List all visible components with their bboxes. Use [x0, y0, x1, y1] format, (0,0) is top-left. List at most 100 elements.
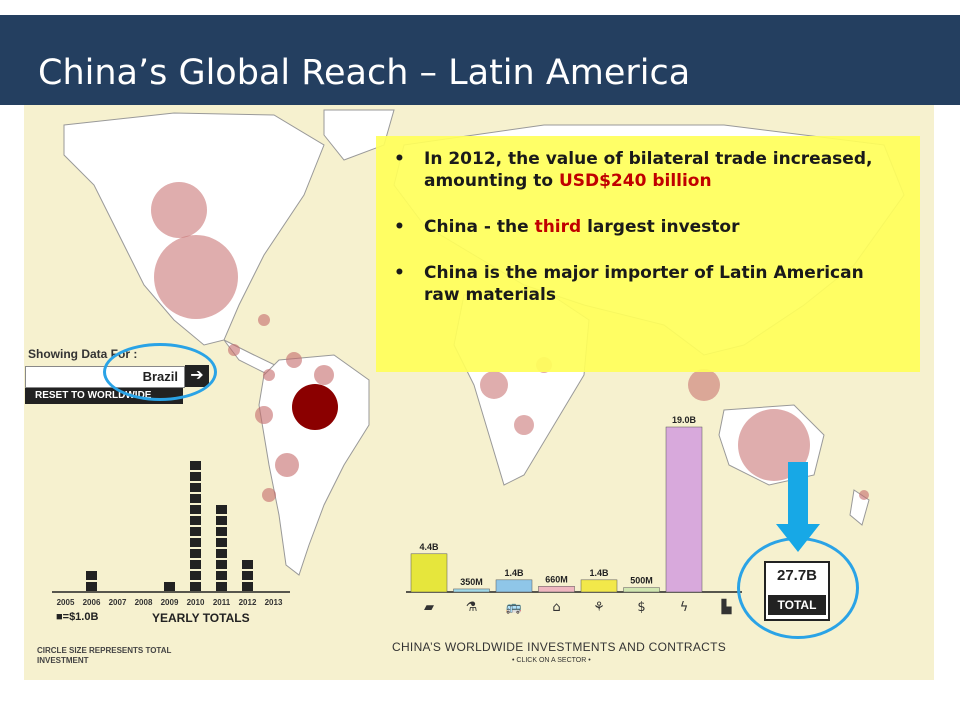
bullet-item-trade: • In 2012, the value of bilateral trade i… — [386, 148, 900, 192]
yearly-bar-unit — [190, 461, 201, 470]
title-bar: China’s Global Reach – Latin America — [0, 15, 960, 105]
yearly-bar-unit — [216, 582, 227, 591]
yearly-bar-unit — [190, 516, 201, 525]
yearly-bar-unit — [190, 582, 201, 591]
yearly-bar-unit — [190, 472, 201, 481]
sector-icon[interactable]: 🚌 — [506, 600, 522, 615]
sector-bar-agriculture[interactable] — [580, 579, 618, 593]
yearly-tick-label: 2006 — [83, 598, 101, 607]
yearly-tick-label: 2008 — [135, 598, 153, 607]
investment-circle-venezuela — [286, 352, 302, 368]
sector-value-label: 1.4B — [589, 568, 609, 578]
sector-value-label: 500M — [630, 576, 653, 586]
investment-circle-indonesia — [688, 369, 720, 401]
yearly-bar-unit — [216, 549, 227, 558]
sector-value-label: 4.4B — [419, 542, 439, 552]
yearly-bar-unit — [164, 582, 175, 591]
bullet-list: • In 2012, the value of bilateral trade i… — [386, 148, 900, 306]
sector-icon[interactable]: ⌂ — [552, 600, 560, 615]
yearly-totals-title: YEARLY TOTALS — [152, 611, 250, 625]
yearly-bar-unit — [190, 494, 201, 503]
investment-circle-caribbean — [258, 314, 270, 326]
yearly-tick-label: 2012 — [239, 598, 257, 607]
slide-title: China’s Global Reach – Latin America — [38, 53, 691, 93]
yearly-bar-unit — [190, 505, 201, 514]
yearly-tick-label: 2011 — [213, 598, 231, 607]
yearly-bar-unit — [216, 538, 227, 547]
yearly-bar-unit — [190, 538, 201, 547]
investment-circle-canada — [151, 182, 207, 238]
yearly-bar-unit — [190, 483, 201, 492]
yearly-bar-unit — [216, 505, 227, 514]
yearly-bar-2010[interactable] — [190, 461, 201, 591]
bullet-text: China - the — [424, 217, 535, 237]
brazil-highlight-circle — [103, 343, 217, 401]
bullet-glyph: • — [394, 149, 405, 169]
bullet-text-after: largest investor — [581, 217, 740, 237]
yearly-tick-label: 2013 — [265, 598, 283, 607]
yearly-tick-label: 2010 — [187, 598, 205, 607]
chart-legend-key: ■=$1.0B — [56, 611, 99, 623]
yearly-bar-unit — [86, 582, 97, 591]
investment-circle-africa-1 — [480, 371, 508, 399]
sector-icon[interactable]: $ — [637, 600, 645, 615]
info-box: • In 2012, the value of bilateral trade i… — [376, 136, 920, 372]
investment-circle-chile — [262, 488, 276, 502]
sector-chart-subtitle: • CLICK ON A SECTOR • — [512, 657, 591, 664]
sector-chart-title: CHINA’S WORLDWIDE INVESTMENTS AND CONTRA… — [392, 640, 727, 654]
yearly-bar-2009[interactable] — [164, 582, 175, 591]
yearly-bar-unit — [242, 571, 253, 580]
bullet-text: China is the major importer of Latin Ame… — [424, 263, 864, 305]
investment-circle-nz — [859, 490, 869, 500]
yearly-bar-2012[interactable] — [242, 560, 253, 591]
yearly-bar-unit — [190, 560, 201, 569]
investment-circle-mexico — [228, 344, 240, 356]
investment-circle-brazil — [292, 384, 338, 430]
investment-circle-argentina — [275, 453, 299, 477]
yearly-bar-2006[interactable] — [86, 571, 97, 591]
sector-icon[interactable]: ▰ — [424, 600, 434, 615]
yearly-bar-unit — [190, 549, 201, 558]
yearly-tick-label: 2009 — [161, 598, 179, 607]
yearly-bar-unit — [190, 571, 201, 580]
down-arrow-icon — [776, 462, 820, 552]
sector-value-label: 1.4B — [504, 568, 524, 578]
bullet-highlight: third — [534, 217, 582, 237]
sector-bar-finance[interactable] — [623, 587, 660, 593]
yearly-bar-unit — [190, 527, 201, 536]
sector-value-label: 19.0B — [672, 415, 697, 425]
sector-bar-agriculture-chemicals[interactable] — [453, 588, 490, 593]
sector-bar-transport[interactable] — [495, 579, 533, 593]
yearly-bar-unit — [216, 571, 227, 580]
sector-bar-real-estate[interactable] — [538, 586, 575, 593]
sector-icon[interactable]: ⚗ — [466, 600, 478, 615]
sector-icon[interactable]: ⚘ — [593, 600, 605, 615]
investment-circle-colombia — [263, 369, 275, 381]
bullet-glyph: • — [394, 217, 405, 237]
bullet-glyph: • — [394, 263, 405, 283]
sector-value-label: 660M — [545, 574, 568, 584]
investment-circle-africa-2 — [514, 415, 534, 435]
yearly-tick-label: 2005 — [57, 598, 75, 607]
investment-circle-peru — [255, 406, 273, 424]
yearly-bar-unit — [216, 516, 227, 525]
yearly-bar-unit — [216, 527, 227, 536]
sector-bar-metals[interactable] — [410, 553, 448, 593]
bullet-highlight: USD$240 billion — [558, 171, 712, 191]
investment-circle-usa — [154, 235, 238, 319]
yearly-bar-unit — [242, 560, 253, 569]
yearly-tick-label: 2007 — [109, 598, 127, 607]
yearly-bar-2011[interactable] — [216, 505, 227, 591]
yearly-bar-unit — [216, 560, 227, 569]
sector-bar-energy[interactable] — [665, 426, 703, 593]
sector-value-label: 350M — [460, 577, 483, 587]
sector-icon[interactable]: ϟ — [680, 600, 689, 615]
investment-circle-guyana — [314, 365, 334, 385]
yearly-bar-unit — [86, 571, 97, 580]
bullet-item-importer: • China is the major importer of Latin Am… — [386, 262, 900, 306]
yearly-bar-unit — [242, 582, 253, 591]
sector-icon[interactable]: ▙ — [721, 598, 733, 615]
bullet-text: In 2012, the value of bilateral trade in… — [424, 149, 873, 191]
